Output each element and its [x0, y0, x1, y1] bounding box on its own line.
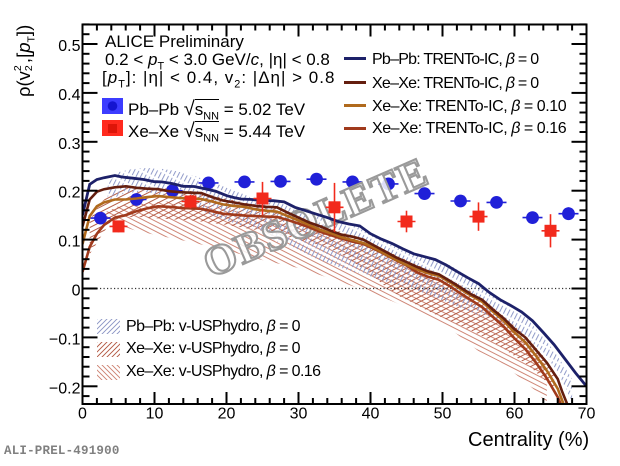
svg-text:−0.1: −0.1	[49, 331, 81, 348]
svg-text:10: 10	[146, 406, 164, 423]
svg-text:0.1: 0.1	[58, 234, 80, 251]
svg-text:0: 0	[72, 283, 81, 300]
svg-text:40: 40	[362, 406, 380, 423]
svg-text:70: 70	[578, 406, 596, 423]
svg-text:30: 30	[290, 406, 308, 423]
svg-text:20: 20	[218, 406, 236, 423]
svg-text:0.2: 0.2	[58, 185, 80, 202]
svg-text:0.4: 0.4	[58, 87, 80, 104]
svg-text:0.5: 0.5	[58, 38, 80, 55]
svg-text:60: 60	[506, 406, 524, 423]
svg-text:50: 50	[434, 406, 452, 423]
svg-text:−0.2: −0.2	[49, 380, 81, 397]
svg-text:0: 0	[78, 406, 87, 423]
svg-text:0.3: 0.3	[58, 136, 80, 153]
